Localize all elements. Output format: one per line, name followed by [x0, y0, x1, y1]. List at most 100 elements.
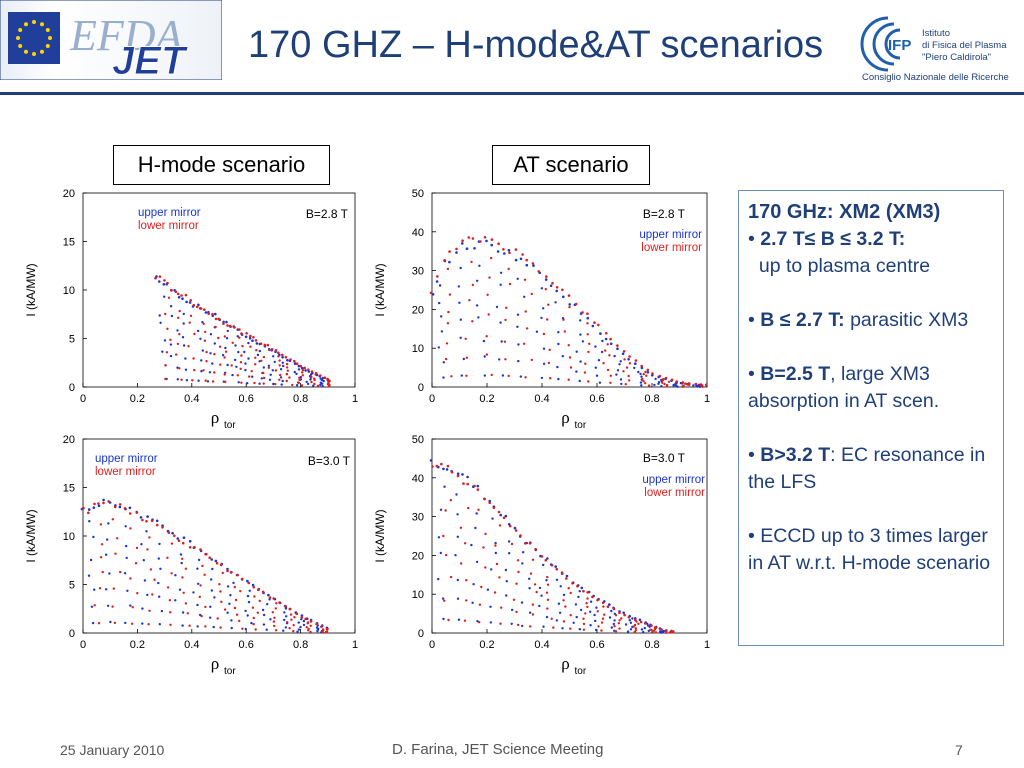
- data-point: [574, 603, 578, 606]
- data-point: [459, 266, 462, 270]
- data-point: [499, 271, 503, 274]
- data-point: [162, 283, 166, 286]
- data-point: [193, 546, 196, 549]
- data-point: [198, 595, 201, 599]
- data-point: [295, 362, 299, 365]
- data-point: [569, 591, 572, 595]
- data-point: [561, 355, 564, 358]
- data-point: [562, 295, 565, 299]
- data-point: [302, 619, 306, 623]
- data-point: [325, 630, 329, 633]
- data-point: [478, 621, 481, 624]
- data-point: [278, 364, 281, 367]
- data-point: [593, 613, 596, 617]
- data-point: [629, 621, 633, 624]
- data-point: [521, 562, 524, 565]
- data-point: [272, 355, 275, 358]
- data-point: [299, 364, 303, 368]
- data-point: [200, 370, 203, 373]
- data-point: [254, 628, 257, 631]
- data-point: [499, 513, 502, 517]
- data-point: [521, 253, 524, 256]
- data-point: [489, 605, 492, 608]
- data-point: [577, 595, 580, 599]
- data-point: [230, 619, 233, 622]
- data-point: [654, 631, 658, 634]
- data-point: [446, 267, 450, 271]
- data-point: [251, 375, 254, 378]
- x-axis-label-subscript: tor: [575, 420, 587, 431]
- y-axis-label: I (kA/MW): [373, 509, 387, 562]
- data-point: [585, 602, 588, 605]
- data-point: [498, 358, 501, 361]
- data-point: [258, 382, 261, 385]
- data-point: [235, 365, 238, 368]
- data-point: [146, 548, 149, 551]
- data-point: [319, 374, 322, 377]
- y-tick-label: 0: [418, 382, 424, 394]
- data-point: [483, 497, 486, 501]
- data-point: [613, 354, 616, 358]
- data-point: [516, 559, 520, 562]
- data-point: [442, 361, 445, 364]
- data-point: [465, 247, 469, 250]
- data-point: [504, 568, 508, 572]
- data-point: [523, 278, 527, 281]
- data-point: [87, 508, 91, 511]
- data-point: [542, 625, 545, 628]
- data-point: [164, 312, 167, 316]
- data-point: [155, 519, 159, 523]
- data-point: [626, 630, 630, 633]
- data-point: [214, 312, 217, 316]
- data-point: [92, 535, 95, 539]
- data-point: [218, 345, 222, 348]
- data-point: [501, 374, 505, 377]
- y-tick-label: 50: [412, 188, 424, 200]
- data-point: [486, 293, 489, 296]
- data-point: [129, 577, 132, 580]
- data-point: [268, 348, 271, 352]
- data-point: [177, 539, 181, 542]
- data-point: [555, 567, 558, 571]
- data-point: [284, 355, 288, 359]
- data-point: [603, 613, 606, 616]
- data-point: [213, 371, 216, 374]
- data-point: [533, 583, 537, 586]
- data-point: [112, 587, 116, 590]
- data-point: [282, 629, 285, 632]
- data-point: [507, 540, 511, 543]
- data-point: [82, 506, 85, 510]
- data-point: [204, 552, 207, 556]
- legend-lower-mirror: lower mirror: [641, 242, 702, 254]
- data-point: [170, 314, 174, 318]
- data-point: [174, 599, 177, 602]
- data-point: [522, 551, 525, 554]
- info-heading: 170 GHz: XM2 (XM3): [748, 201, 941, 223]
- data-point: [143, 579, 147, 582]
- data-point: [262, 366, 265, 369]
- info-item-3-text: , large XM3 absorption in AT scen.: [748, 363, 940, 412]
- data-point: [516, 623, 520, 627]
- data-point: [662, 629, 665, 633]
- data-point: [623, 613, 626, 617]
- data-point: [286, 358, 289, 362]
- data-point: [203, 573, 206, 576]
- data-point: [435, 280, 439, 283]
- data-point: [504, 358, 507, 361]
- data-point: [262, 382, 265, 385]
- data-point: [174, 290, 178, 294]
- header-divider: [0, 92, 1024, 95]
- data-point: [647, 629, 650, 633]
- data-point: [542, 563, 545, 567]
- data-point: [226, 329, 229, 333]
- y-tick-label: 10: [63, 531, 75, 543]
- data-point: [435, 464, 439, 468]
- data-point: [296, 630, 299, 633]
- efda-logo-text: EFDA: [69, 11, 184, 60]
- data-point: [271, 369, 274, 372]
- data-point: [465, 599, 468, 602]
- data-point: [569, 627, 572, 630]
- data-point: [586, 591, 589, 594]
- data-point: [100, 543, 104, 546]
